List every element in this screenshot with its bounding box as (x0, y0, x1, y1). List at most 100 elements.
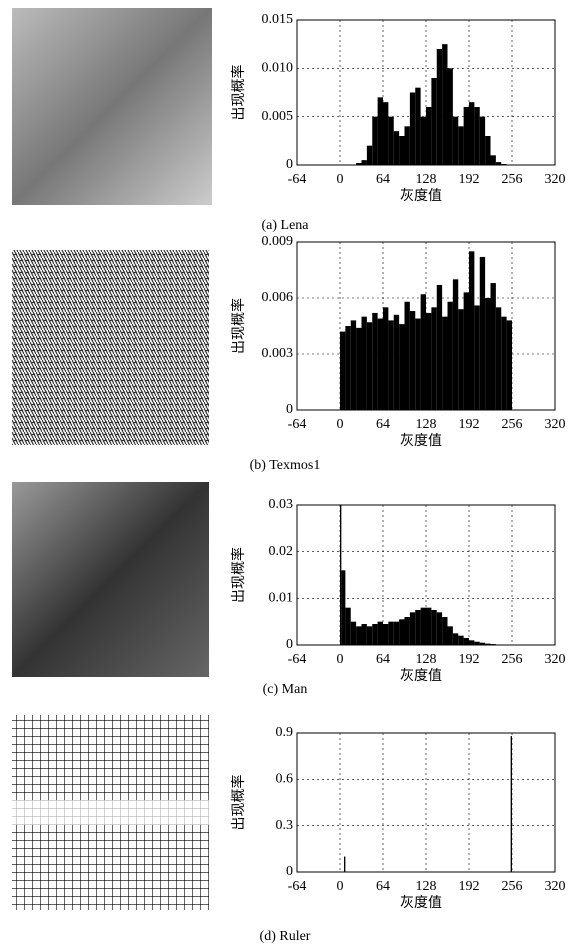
histogram-bar (426, 607, 432, 645)
x-tick-label: 320 (545, 652, 566, 667)
x-tick-label: 64 (376, 417, 390, 432)
histogram-bar (340, 331, 346, 410)
y-tick-label: 0.01 (269, 591, 294, 606)
histogram-bar (485, 643, 491, 645)
histogram-bar (436, 284, 443, 410)
y-axis-label: 出现概率 (230, 775, 247, 831)
histogram-bar (452, 279, 459, 410)
histogram-bar (442, 316, 448, 410)
histogram-bar (388, 116, 394, 165)
histogram-bar (485, 298, 491, 410)
x-tick-label: 128 (416, 172, 437, 187)
histogram-bar (420, 294, 426, 410)
caption: (a) Lena (261, 218, 309, 233)
histogram-bar (361, 624, 367, 645)
x-tick-label: 192 (459, 879, 480, 894)
y-axis-label: 出现概率 (230, 547, 247, 603)
y-tick-label: 0.006 (262, 290, 294, 305)
plot-frame (296, 732, 556, 873)
histogram-bar (479, 256, 486, 410)
histogram-bar (372, 312, 378, 410)
histogram-bar (479, 116, 486, 165)
x-tick-label: -64 (288, 652, 307, 667)
histogram-bar (474, 107, 480, 165)
histogram-bar (506, 320, 512, 410)
histogram-bar (458, 126, 464, 165)
histogram-bar (436, 49, 443, 165)
histogram-bar (479, 642, 486, 645)
histogram-bar (350, 320, 357, 410)
histogram-bar (490, 155, 496, 165)
y-tick-label: 0 (286, 864, 293, 879)
histogram-bar (447, 301, 453, 410)
y-tick-label: 0 (286, 402, 293, 417)
caption: (c) Man (263, 682, 308, 697)
caption: (b) Texmos1 (250, 458, 321, 473)
x-tick-label: 320 (545, 172, 566, 187)
histogram-bar (399, 136, 405, 165)
histogram-bar (452, 116, 459, 165)
x-tick-label: 0 (337, 172, 344, 187)
x-tick-label: 320 (545, 879, 566, 894)
histogram-bar (452, 633, 459, 645)
y-tick-label: 0.003 (262, 346, 294, 361)
y-tick-label: 0.03 (269, 497, 294, 512)
histogram-bar (361, 160, 367, 165)
histogram-bar (495, 307, 502, 410)
histogram-bar (372, 116, 378, 165)
histogram-bar (404, 126, 410, 165)
histogram-bar (485, 136, 491, 165)
y-tick-label: 0 (286, 157, 293, 172)
histogram-bar (420, 607, 426, 645)
x-axis-label: 灰度值 (400, 895, 442, 911)
x-tick-label: 192 (459, 172, 480, 187)
histogram-bar (350, 621, 357, 645)
histogram-bar (383, 102, 389, 165)
x-tick-label: 256 (502, 652, 523, 667)
plot-frame (296, 19, 556, 166)
histogram-bar (458, 635, 464, 645)
histogram-bar (469, 102, 475, 165)
plot-frame (296, 241, 556, 411)
histogram-bar (426, 312, 432, 410)
histogram-bar (393, 314, 400, 410)
histogram-bar (388, 320, 394, 410)
histogram-bar (404, 301, 410, 410)
histogram-bar (399, 619, 405, 645)
histogram-bar (431, 610, 437, 645)
histogram-bar (356, 163, 362, 165)
histogram-bar (442, 617, 448, 645)
x-tick-label: 320 (545, 417, 566, 432)
histogram-bar (463, 107, 469, 165)
x-tick-label: 64 (376, 172, 390, 187)
y-tick-label: 0.009 (262, 234, 294, 249)
texmos-image (12, 250, 209, 445)
x-axis-label: 灰度值 (400, 188, 442, 204)
histogram-bar (431, 78, 437, 165)
histogram-bar (501, 316, 507, 410)
histogram-bar (474, 305, 480, 410)
histogram-bar (345, 607, 351, 645)
histogram-bar (436, 612, 443, 645)
histogram-bar (415, 318, 421, 410)
y-axis-label: 出现概率 (230, 298, 247, 354)
y-tick-label: 0.015 (262, 12, 294, 27)
x-tick-label: -64 (288, 172, 307, 187)
x-tick-label: 256 (502, 417, 523, 432)
histogram-bar (361, 316, 367, 410)
histogram-bar (399, 324, 405, 410)
histogram-bar (393, 131, 400, 165)
y-tick-label: 0.005 (262, 109, 294, 124)
histogram-bar (372, 624, 378, 645)
x-tick-label: 0 (337, 879, 344, 894)
histogram-bar (377, 318, 383, 410)
x-tick-label: 128 (416, 417, 437, 432)
ruler-band (12, 800, 209, 825)
y-tick-label: 0 (286, 637, 293, 652)
y-tick-label: 0.3 (276, 818, 294, 833)
x-tick-label: 64 (376, 652, 390, 667)
x-tick-label: 128 (416, 652, 437, 667)
histogram-bar (469, 640, 475, 645)
x-tick-label: 0 (337, 652, 344, 667)
histogram-bar (415, 610, 421, 645)
